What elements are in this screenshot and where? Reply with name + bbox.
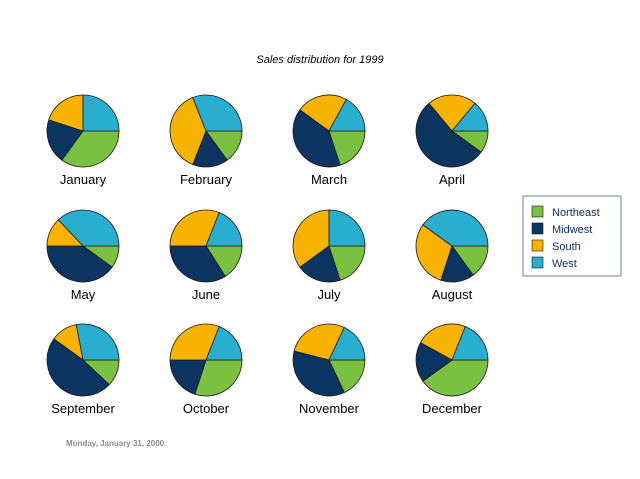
pie-august: August [415,209,489,302]
pie-september: September [46,323,120,416]
slice-december-west [451,326,489,361]
slice-february-west [192,94,243,132]
pie-label-december: December [422,401,483,416]
slice-april-south [428,94,476,132]
slice-november-west [328,326,366,361]
legend: Northeast Midwest South West [522,195,622,277]
slice-august-south [415,224,453,281]
pie-label-february: February [180,172,233,187]
slice-march-south [299,94,347,132]
slice-january-northeast [61,130,120,168]
pie-label-june: June [192,287,220,302]
legend-swatch-midwest [531,222,544,235]
slice-january-south [48,94,84,132]
slice-march-northeast [328,130,366,166]
slice-july-midwest [299,245,341,283]
slice-september-west [75,323,120,361]
slice-october-south [169,323,220,361]
pie-april: April [415,94,489,187]
slice-april-midwest [415,102,482,168]
slice-october-west [205,326,243,361]
pie-label-april: April [439,172,465,187]
slice-november-midwest [292,350,345,397]
slice-november-south [293,323,345,361]
pie-label-january: January [60,172,107,187]
pie-label-july: July [317,287,341,302]
pie-july: July [292,209,366,302]
pie-january: January [46,94,120,187]
slice-may-west [57,209,120,247]
pie-february: February [169,94,243,187]
slice-july-south [292,209,330,268]
pie-march: March [292,94,366,187]
pie-label-may: May [71,287,96,302]
slice-december-northeast [422,359,489,397]
legend-label-northeast: Northeast [552,207,600,219]
pie-label-october: October [183,401,230,416]
pie-december: December [415,323,489,416]
slice-march-midwest [292,109,341,168]
slice-march-west [328,98,366,132]
slice-august-west [422,209,489,247]
pie-label-march: March [311,172,347,187]
legend-label-south: South [552,241,581,253]
legend-label-west: West [552,258,577,270]
pie-label-november: November [299,401,360,416]
slice-may-midwest [46,245,113,283]
slice-april-west [451,102,489,132]
slice-october-midwest [169,359,207,395]
footer-date: Monday, January 31, 2000 [66,439,165,448]
chart-title: Sales distribution for 1999 [256,54,384,66]
pie-june: June [169,209,243,302]
legend-swatch-west [531,256,544,269]
slice-july-west [328,209,366,247]
slice-june-south [169,209,220,247]
pie-may: May [46,209,120,302]
slice-july-northeast [328,245,366,281]
slice-january-west [82,94,120,132]
legend-swatch-northeast [531,205,544,218]
pie-november: November [292,323,366,416]
slice-december-south [419,323,466,361]
slice-february-south [169,97,207,165]
pie-label-august: August [432,287,473,302]
pie-october: October [169,323,243,416]
legend-label-midwest: Midwest [552,224,592,236]
slice-november-northeast [328,359,366,394]
slice-june-west [205,212,243,247]
slice-june-midwest [169,245,226,283]
legend-swatch-south [531,239,544,252]
slice-october-northeast [194,359,243,397]
slice-december-midwest [415,342,453,382]
slice-january-midwest [46,119,84,161]
slice-september-midwest [46,338,110,397]
pie-label-september: September [51,401,115,416]
